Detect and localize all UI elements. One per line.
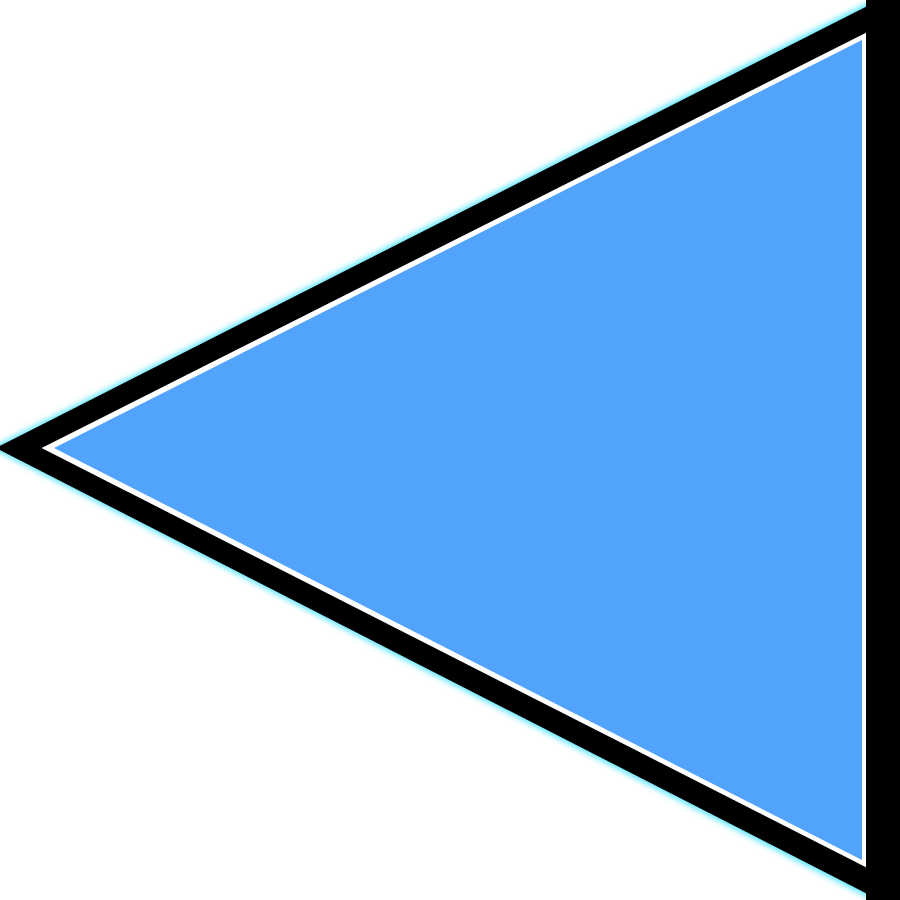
triangle-right-bar bbox=[866, 0, 900, 900]
triangle-fill bbox=[54, 40, 862, 860]
